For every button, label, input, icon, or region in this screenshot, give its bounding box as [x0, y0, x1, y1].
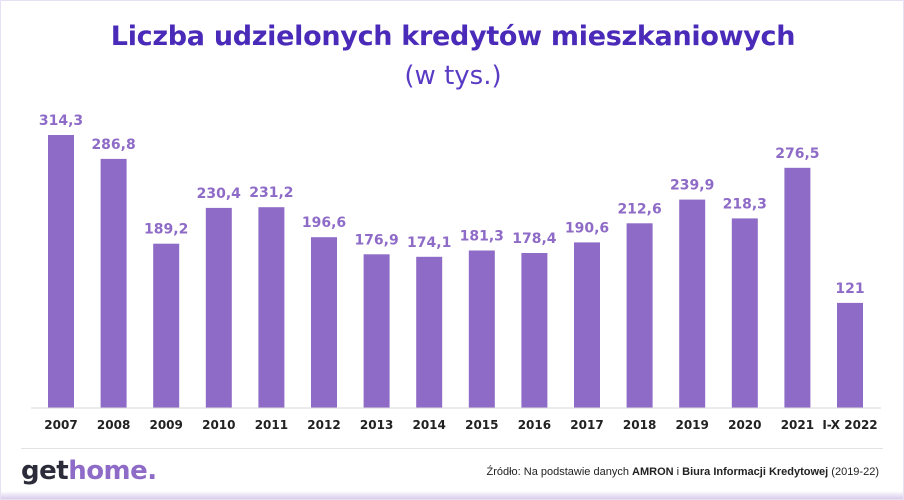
value-label: 212,6 — [617, 201, 661, 217]
page-title: Liczba udzielonych kredytów mieszkaniowy… — [110, 21, 796, 52]
value-label: 190,6 — [565, 220, 609, 236]
x-tick-label: 2019 — [675, 418, 708, 432]
footer-divider — [21, 448, 883, 449]
value-label: 174,1 — [407, 235, 451, 251]
x-tick-label: 2011 — [255, 418, 288, 432]
bar-2019 — [679, 199, 706, 408]
x-tick-label: 2014 — [412, 418, 445, 432]
bar-2018 — [626, 223, 653, 408]
x-tick-label: 2021 — [781, 418, 814, 432]
bar-2010 — [205, 207, 232, 408]
bar-2009 — [153, 243, 180, 408]
bar-2016 — [521, 253, 548, 408]
x-tick-label: 2015 — [465, 418, 498, 432]
source-note: Źródło: Na podstawie danych AMRON i Biur… — [486, 466, 879, 478]
value-label: 196,6 — [302, 215, 346, 231]
value-label: 230,4 — [197, 186, 242, 202]
bar-2020 — [731, 218, 758, 408]
source-suffix: (2019-22) — [828, 466, 879, 478]
bar-2013 — [363, 254, 390, 408]
bar-2008 — [100, 158, 127, 408]
bar-2014 — [416, 256, 443, 408]
value-label: 181,3 — [460, 229, 504, 245]
x-tick-label: 2020 — [728, 418, 761, 432]
bar-chart: 314,3 286,8 189,2 230,4 231,2 196,6 176,9 174,1… — [31, 113, 881, 432]
bar-2007 — [48, 135, 74, 408]
x-tick-label: 2007 — [44, 418, 77, 432]
value-label: 178,4 — [512, 231, 557, 247]
bar-2012 — [311, 237, 337, 408]
x-tick-label: 2010 — [202, 418, 235, 432]
value-label: 218,3 — [723, 196, 767, 212]
x-tick-label: 2017 — [570, 418, 603, 432]
value-label: 176,9 — [354, 232, 398, 248]
x-tick-label: 2013 — [360, 418, 393, 432]
bar-2015 — [468, 250, 495, 408]
value-label: 276,5 — [775, 146, 819, 162]
bottom-accent — [1, 491, 903, 499]
value-label: 239,9 — [670, 178, 714, 194]
value-label: 231,2 — [249, 185, 293, 201]
bar-2021 — [784, 167, 811, 408]
source-bik: Biura Informacji Kredytowej — [682, 466, 829, 478]
value-label: 286,8 — [91, 137, 135, 153]
x-tick-label: 2008 — [97, 418, 130, 432]
source-amron: AMRON — [632, 466, 674, 478]
page-subtitle: (w tys.) — [404, 61, 502, 91]
source-mid: i — [673, 466, 683, 478]
x-tick-label: 2018 — [623, 418, 656, 432]
value-label: 189,2 — [144, 222, 188, 238]
x-tick-label: 2016 — [518, 418, 551, 432]
x-tick-label: I-X 2022 — [822, 418, 877, 432]
value-label: 121 — [835, 281, 864, 297]
value-label: 314,3 — [39, 113, 83, 129]
bar-i-x-2022 — [837, 302, 863, 408]
bar-2017 — [574, 242, 600, 408]
x-tick-label: 2012 — [307, 418, 340, 432]
source-prefix: Źródło: Na podstawie danych — [486, 466, 633, 478]
x-tick-label: 2009 — [149, 418, 182, 432]
gethome-logo[interactable]: gethome. — [21, 456, 157, 486]
bar-2011 — [258, 207, 285, 408]
logo-text-get: get — [21, 456, 69, 486]
logo-text-home: home. — [68, 456, 157, 486]
